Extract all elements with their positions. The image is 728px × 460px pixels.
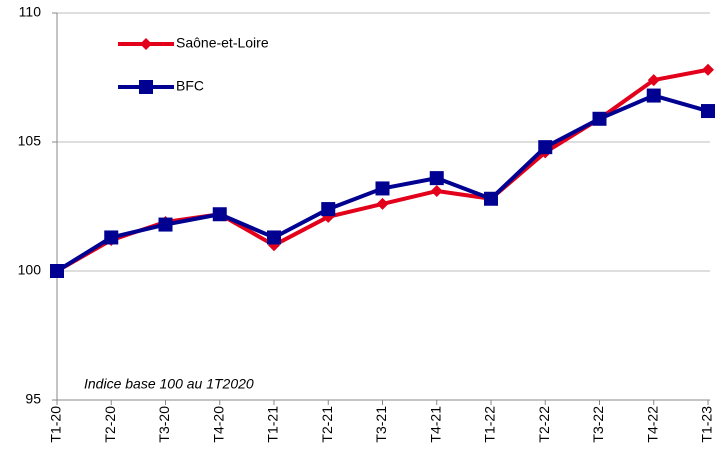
x-tick-label: T2-20 [102,406,118,443]
y-tick-label: 105 [18,133,42,149]
data-point [212,207,227,222]
x-tick-label: T1-21 [265,406,281,443]
data-point [484,191,498,206]
legend-label: Saône-et-Loire [176,35,269,51]
legend-label: BFC [176,78,204,94]
y-tick-label: 110 [19,4,42,20]
data-point [158,217,173,232]
x-tick-label: T1-22 [482,406,498,443]
y-tick-label: 100 [18,262,42,278]
data-point [50,264,64,278]
x-tick-label: T3-21 [373,406,389,443]
x-tick-label: T3-20 [156,406,172,443]
data-point [104,230,119,245]
data-point [430,185,443,198]
series-line [56,67,709,273]
data-point [701,104,715,119]
data-point [376,197,389,210]
data-point [592,111,607,126]
legend-marker [139,80,153,94]
data-point [267,230,281,245]
x-tick-label: T1-23 [699,406,715,443]
x-tick-label: T4-22 [644,406,660,443]
x-tick-label: T4-20 [210,406,226,443]
x-tick-label: T2-21 [319,406,335,443]
data-point [429,171,444,186]
x-tick-label: T3-22 [590,406,606,443]
data-point [647,74,660,87]
data-point [375,181,390,196]
data-point [646,88,661,103]
data-point [702,63,714,76]
data-point [321,202,336,217]
y-tick-label: 95 [25,391,41,407]
annotation: Indice base 100 au 1T2020 [84,376,254,392]
x-tick-label: T1-20 [48,406,64,443]
data-point [538,140,553,155]
x-tick-label: T4-21 [427,406,443,443]
x-tick-label: T2-22 [536,406,552,443]
legend-marker [140,38,152,50]
